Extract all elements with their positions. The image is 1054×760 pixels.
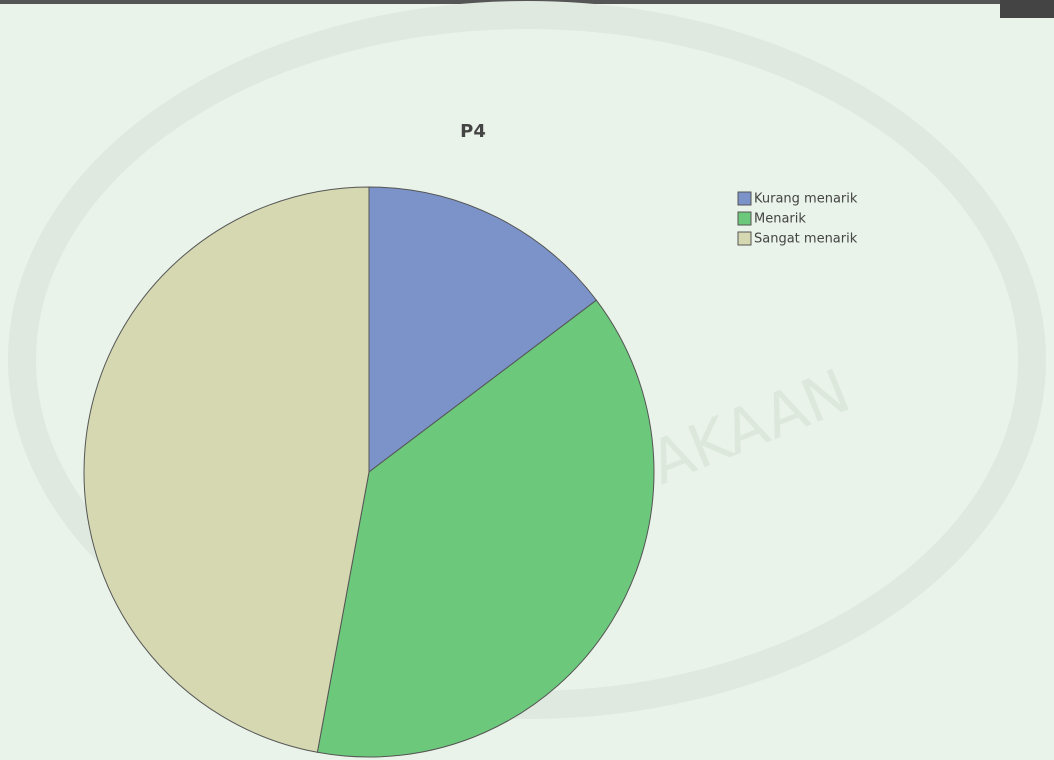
chart: PUSAT PERPUSTAKAAN P4 Kurang menarikMena…: [0, 0, 1054, 760]
legend-swatch: [738, 192, 751, 205]
legend-label: Kurang menarik: [754, 192, 858, 207]
legend-label: Menarik: [754, 212, 806, 227]
legend-label: Sangat menarik: [754, 232, 858, 247]
legend-swatch: [738, 232, 751, 245]
top-corner: [1000, 0, 1054, 18]
chart-title: P4: [460, 121, 486, 142]
legend-swatch: [738, 212, 751, 225]
